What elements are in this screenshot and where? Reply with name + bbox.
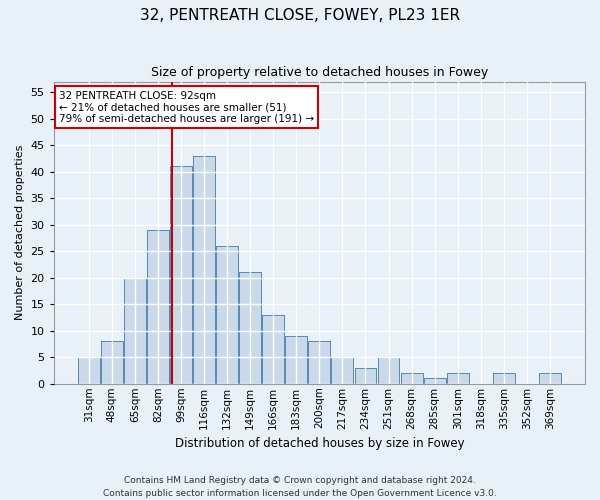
Text: Contains HM Land Registry data © Crown copyright and database right 2024.
Contai: Contains HM Land Registry data © Crown c… <box>103 476 497 498</box>
Bar <box>262 315 284 384</box>
Bar <box>193 156 215 384</box>
Bar <box>355 368 376 384</box>
Bar <box>286 336 307 384</box>
Bar <box>124 278 146 384</box>
Bar <box>193 156 215 384</box>
Bar <box>78 358 100 384</box>
Bar <box>377 358 400 384</box>
Bar <box>78 358 100 384</box>
Bar <box>170 166 192 384</box>
Bar <box>239 272 261 384</box>
Bar <box>147 230 169 384</box>
Text: 32 PENTREATH CLOSE: 92sqm
← 21% of detached houses are smaller (51)
79% of semi-: 32 PENTREATH CLOSE: 92sqm ← 21% of detac… <box>59 90 314 124</box>
Bar <box>262 315 284 384</box>
Bar <box>401 373 422 384</box>
Bar <box>216 246 238 384</box>
Bar <box>331 358 353 384</box>
Bar <box>355 368 376 384</box>
Bar <box>377 358 400 384</box>
Bar <box>424 378 446 384</box>
Bar <box>101 342 123 384</box>
Title: Size of property relative to detached houses in Fowey: Size of property relative to detached ho… <box>151 66 488 79</box>
Bar <box>493 373 515 384</box>
Bar <box>147 230 169 384</box>
Bar <box>401 373 422 384</box>
Bar <box>493 373 515 384</box>
Bar <box>447 373 469 384</box>
Y-axis label: Number of detached properties: Number of detached properties <box>15 145 25 320</box>
Bar <box>331 358 353 384</box>
Bar <box>286 336 307 384</box>
Bar <box>539 373 561 384</box>
Bar <box>447 373 469 384</box>
Bar <box>239 272 261 384</box>
Bar <box>216 246 238 384</box>
Bar <box>539 373 561 384</box>
Bar <box>308 342 331 384</box>
Bar <box>170 166 192 384</box>
Text: 32, PENTREATH CLOSE, FOWEY, PL23 1ER: 32, PENTREATH CLOSE, FOWEY, PL23 1ER <box>140 8 460 22</box>
X-axis label: Distribution of detached houses by size in Fowey: Distribution of detached houses by size … <box>175 437 464 450</box>
Bar <box>101 342 123 384</box>
Bar <box>124 278 146 384</box>
Bar <box>308 342 331 384</box>
Bar <box>424 378 446 384</box>
